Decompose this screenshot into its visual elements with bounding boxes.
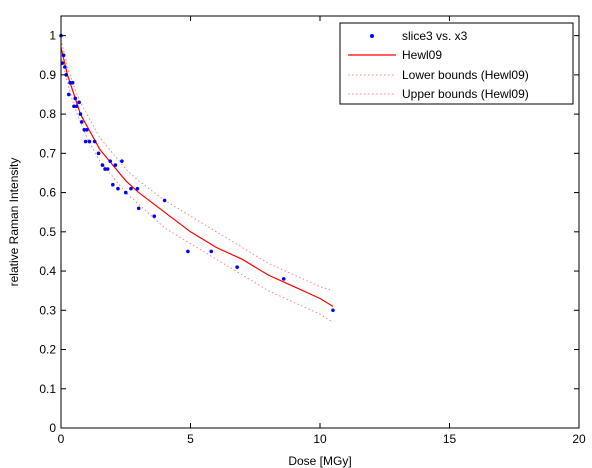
data-point [64, 73, 68, 77]
data-point [83, 139, 88, 144]
data-point [72, 104, 76, 109]
data-point [70, 80, 75, 85]
plot-content [59, 33, 335, 323]
data-point [100, 163, 105, 167]
data-point [136, 206, 141, 211]
y-tick-label: 0 [49, 421, 56, 435]
y-tick-label: 0.1 [39, 382, 56, 396]
data-point [129, 186, 133, 191]
data-point [162, 198, 167, 203]
lower-bound-curve [60, 55, 334, 323]
x-tick-label: 15 [443, 432, 457, 446]
data-point [209, 249, 214, 254]
fit-curve [60, 47, 334, 307]
legend-swatch-points [370, 34, 374, 38]
data-point [82, 127, 87, 132]
x-tick-label: 10 [313, 432, 327, 446]
x-axis-label: Dose [MGy] [288, 454, 351, 468]
y-tick-label: 0.8 [39, 107, 56, 121]
data-point [123, 190, 128, 195]
data-point [113, 163, 118, 167]
y-tick-label: 1 [49, 29, 56, 43]
data-point [135, 186, 140, 191]
y-tick-label: 0.5 [39, 225, 56, 239]
data-point [331, 308, 335, 313]
data-point [74, 104, 79, 109]
data-point [152, 214, 157, 218]
data-point [116, 186, 120, 191]
y-axis: 0 0.1 0.2 0.3 0.4 0.5 0.6 0.7 0.8 0.9 1 [39, 29, 579, 435]
legend-label-upper: Upper bounds (Hewl09) [402, 87, 529, 101]
y-tick-label: 0.6 [39, 186, 56, 200]
y-tick-label: 0.7 [39, 146, 56, 160]
y-tick-label: 0.2 [39, 343, 56, 357]
data-point [235, 265, 239, 269]
data-point [78, 112, 83, 116]
data-point [61, 53, 66, 58]
data-point [66, 92, 71, 97]
y-tick-label: 0.4 [39, 264, 56, 278]
data-point [79, 120, 84, 124]
x-tick-label: 20 [572, 432, 586, 446]
legend-label-points: slice3 vs. x3 [402, 29, 468, 43]
data-point [68, 80, 72, 85]
data-point [73, 96, 78, 101]
legend-label-lower: Lower bounds (Hewl09) [402, 68, 529, 82]
legend-label-fit: Hewl09 [402, 48, 442, 62]
upper-bound-curve [60, 39, 334, 292]
data-point [92, 139, 97, 144]
data-point [281, 277, 286, 281]
x-axis: 0 5 10 15 20 [58, 16, 586, 446]
data-point [120, 159, 124, 163]
data-point [77, 100, 81, 105]
data-point [105, 167, 110, 171]
data-point [85, 127, 89, 132]
data-point [111, 182, 115, 187]
data-point [108, 159, 113, 163]
data-point [103, 167, 107, 171]
legend-box [339, 22, 574, 105]
data-point [63, 65, 67, 69]
x-tick-label: 0 [58, 432, 65, 446]
legend: slice3 vs. x3 Hewl09 Lower bounds (Hewl0… [339, 22, 574, 105]
x-tick-label: 5 [187, 432, 194, 446]
y-tick-label: 0.9 [39, 68, 56, 82]
data-point [96, 151, 101, 156]
data-point [87, 139, 92, 144]
y-axis-label: relative Raman Intensity [7, 158, 21, 287]
y-tick-label: 0.3 [39, 303, 56, 317]
data-point [186, 249, 190, 254]
